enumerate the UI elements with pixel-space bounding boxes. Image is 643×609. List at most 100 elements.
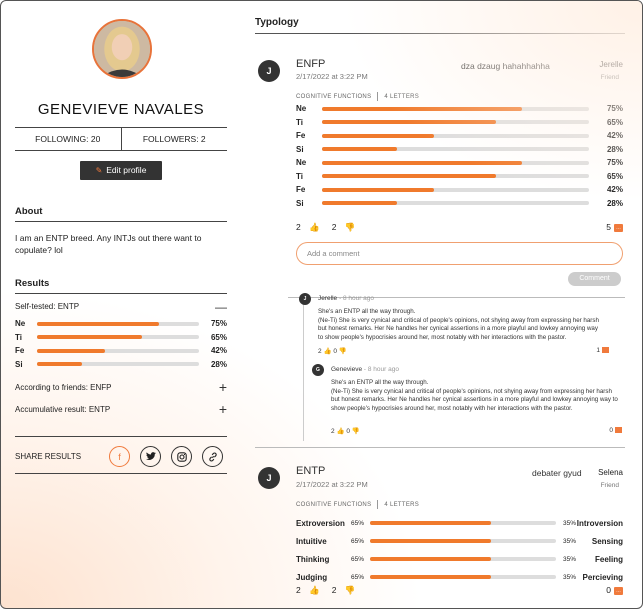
dichotomy-row: Thinking 65% 35% Feeling xyxy=(296,550,623,568)
post-votes: 2 👍 2 👎 xyxy=(296,585,367,596)
progress-fill xyxy=(370,557,491,561)
function-label: Si xyxy=(296,198,304,208)
function-bar-row: Ne 75% xyxy=(15,317,227,331)
like-button[interactable]: 2 👍 xyxy=(296,222,320,232)
progress-track xyxy=(322,147,589,152)
dichotomy-left-label: Judging xyxy=(296,572,328,582)
function-label: Fe xyxy=(296,185,306,195)
dichotomy-right-label: Feeling xyxy=(594,554,623,564)
post-user-role: Friend xyxy=(600,74,619,81)
link-icon[interactable] xyxy=(202,446,223,467)
comment-avatar[interactable]: J xyxy=(299,293,311,305)
function-label: Si xyxy=(15,359,23,369)
progress-fill xyxy=(322,106,523,111)
facebook-icon[interactable]: f xyxy=(109,446,130,467)
function-bar-row: Si 28% xyxy=(15,358,227,372)
progress-track xyxy=(322,133,589,138)
function-label: Ne xyxy=(296,104,307,114)
dislike-button[interactable]: 2 👎 xyxy=(331,585,356,595)
comment-count[interactable]: 5… xyxy=(606,222,623,232)
function-percent: 75% xyxy=(606,104,623,114)
function-percent: 42% xyxy=(606,185,623,195)
edit-profile-button[interactable]: ✎ Edit profile xyxy=(80,161,162,180)
comment-count[interactable]: 0… xyxy=(606,585,623,595)
results-bars: Ne 75% Ti 65% Fe 42% Si 28% xyxy=(15,317,227,371)
comment-avatar[interactable]: G xyxy=(312,364,324,376)
progress-fill xyxy=(37,335,143,340)
progress-track xyxy=(37,362,199,367)
progress-track xyxy=(37,348,199,353)
progress-fill xyxy=(322,174,496,179)
function-label: Ne xyxy=(15,319,26,329)
accum-label: Accumulative result: xyxy=(15,405,87,414)
function-percent: 28% xyxy=(606,198,623,208)
progress-fill xyxy=(322,120,496,125)
comment-thread-line xyxy=(303,301,304,441)
thumbs-down-icon: 👎 xyxy=(344,585,356,595)
profile-name: GENEVIEVE NAVALES xyxy=(37,101,205,118)
progress-track xyxy=(322,174,589,179)
dichotomy-row: Extroversion 65% 35% Introversion xyxy=(296,514,623,532)
post-avatar[interactable]: J xyxy=(258,60,280,82)
function-percent: 42% xyxy=(606,131,623,141)
progress-fill xyxy=(322,201,397,206)
expand-icon[interactable]: + xyxy=(218,379,227,395)
progress-track xyxy=(322,187,589,192)
comment-reply: G Genevieve · 8 hour ago She's an ENTP a… xyxy=(312,364,622,439)
function-bar-row: Si 28% xyxy=(296,197,623,211)
progress-track xyxy=(370,557,556,561)
comment-votes[interactable]: 2 👍 0 👎 xyxy=(318,348,347,355)
progress-fill xyxy=(322,187,435,192)
function-percent: 65% xyxy=(606,171,623,181)
post-note: dza dzaug hahahhahha xyxy=(461,61,550,71)
dislike-button[interactable]: 2 👎 xyxy=(331,222,356,232)
post-user-role: Friend xyxy=(600,482,619,489)
edit-profile-label: Edit profile xyxy=(106,165,147,175)
progress-fill xyxy=(37,348,106,353)
post-date: 2/17/2022 at 3:22 PM xyxy=(296,480,368,489)
accum-value: ENTP xyxy=(88,405,111,414)
progress-track xyxy=(322,201,589,206)
friends-result-row: According to friends: ENFP xyxy=(15,383,112,392)
typology-heading: Typology xyxy=(255,17,625,34)
function-bar-row: Ne 75% xyxy=(296,102,623,116)
like-button[interactable]: 2 👍 xyxy=(296,585,320,595)
function-label: Ti xyxy=(15,332,22,342)
post-user[interactable]: Jerelle xyxy=(599,60,623,69)
comment-button[interactable]: Comment xyxy=(568,272,621,286)
left-percent: 65% xyxy=(351,519,365,527)
comment-votes[interactable]: 2 👍 0 👎 xyxy=(331,428,360,435)
add-comment-input[interactable]: Add a comment xyxy=(296,242,623,265)
post-user[interactable]: Selena xyxy=(598,468,623,477)
comment-replies[interactable]: 0 xyxy=(609,427,622,434)
cognitive-functions-header: COGNITIVE FUNCTIONS 4 LETTERS xyxy=(296,92,419,101)
function-bar-row: Si 28% xyxy=(296,143,623,157)
function-bar-row: Ti 65% xyxy=(296,170,623,184)
twitter-icon[interactable] xyxy=(140,446,161,467)
cf-count: 4 LETTERS xyxy=(384,502,420,509)
comment-replies[interactable]: 1 xyxy=(596,347,609,354)
progress-track xyxy=(322,120,589,125)
thumbs-up-icon: 👍 xyxy=(323,348,332,355)
function-bar-row: Ne 75% xyxy=(296,156,623,170)
right-percent: 35% xyxy=(562,573,576,581)
left-percent: 65% xyxy=(351,555,365,563)
collapse-icon[interactable]: — xyxy=(215,300,227,314)
instagram-icon[interactable] xyxy=(171,446,192,467)
right-percent: 35% xyxy=(562,519,576,527)
post-note: debater gyud xyxy=(532,468,582,478)
function-bar-row: Fe 42% xyxy=(296,129,623,143)
comment-text: She's an ENTP all the way through. (Ne-T… xyxy=(331,379,618,412)
thumbs-up-icon: 👍 xyxy=(309,585,320,595)
following-count[interactable]: FOLLOWING: 20 xyxy=(15,128,122,150)
divider xyxy=(288,297,625,298)
function-percent: 28% xyxy=(606,144,623,154)
progress-fill xyxy=(322,133,435,138)
dichotomy-right-label: Introversion xyxy=(576,518,623,528)
function-percent: 42% xyxy=(210,346,227,356)
thumbs-down-icon: 👎 xyxy=(351,428,360,435)
expand-icon[interactable]: + xyxy=(218,401,227,417)
followers-count[interactable]: FOLLOWERS: 2 xyxy=(142,134,206,144)
post-avatar[interactable]: J xyxy=(258,467,280,489)
progress-fill xyxy=(370,539,491,543)
